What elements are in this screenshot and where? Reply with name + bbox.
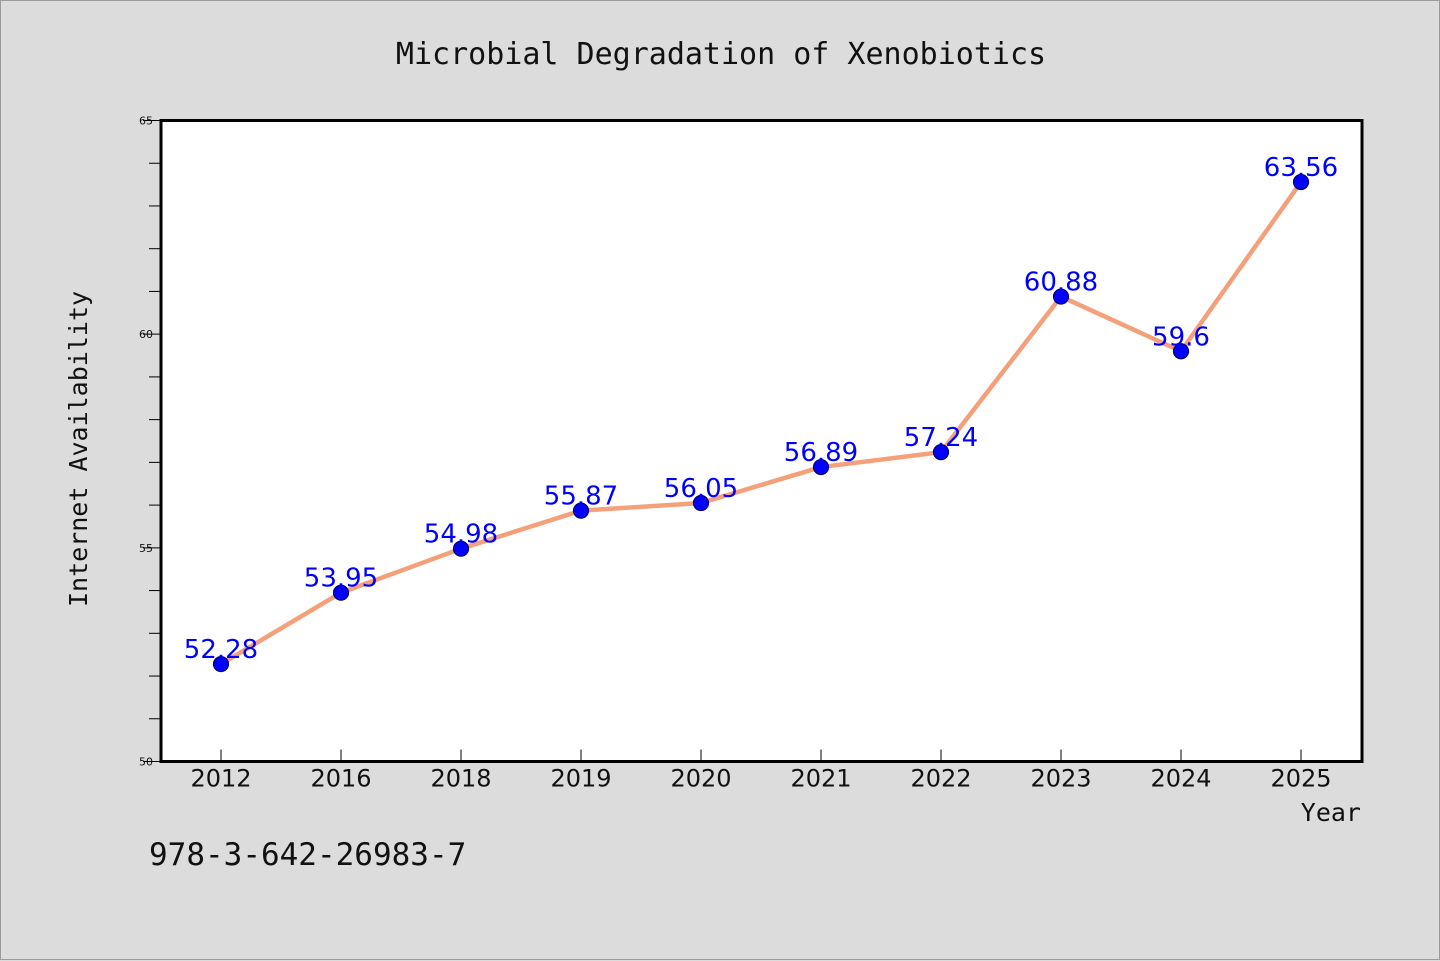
data-point bbox=[1172, 343, 1190, 360]
isbn-footer: 978-3-642-26983-7 bbox=[149, 837, 466, 873]
x-tick-label: 2025 bbox=[1270, 765, 1331, 793]
x-tick-label: 2012 bbox=[190, 765, 251, 793]
y-axis: 50 55 60 65 bbox=[139, 115, 161, 769]
data-label-layer: 52.28 53.95 54.98 55.87 56.05 56.89 57.24 60.88… bbox=[184, 153, 1338, 665]
data-label: 57.24 bbox=[904, 423, 978, 453]
data-point bbox=[1052, 288, 1070, 305]
series-line bbox=[218, 179, 1304, 667]
data-label: 56.05 bbox=[664, 474, 738, 504]
data-point bbox=[332, 584, 350, 601]
data-point bbox=[692, 494, 710, 512]
data-point bbox=[812, 458, 830, 476]
y-tick-label: 50 bbox=[139, 756, 153, 769]
x-axis: 2012 2016 2018 2019 2020 2021 2022 2023 2024 2025 bbox=[190, 749, 1332, 793]
y-tick-label: 55 bbox=[139, 542, 153, 555]
data-label: 60.88 bbox=[1024, 268, 1098, 298]
x-tick-label: 2020 bbox=[670, 765, 731, 793]
x-tick-label: 2022 bbox=[910, 765, 971, 793]
data-point bbox=[1292, 173, 1310, 191]
x-axis-label: Year bbox=[1301, 798, 1361, 827]
plot-area bbox=[159, 119, 1364, 763]
data-label: 52.28 bbox=[184, 635, 258, 665]
x-tick-label: 2021 bbox=[790, 765, 851, 793]
chart-title: Microbial Degradation of Xenobiotics bbox=[396, 37, 1046, 72]
y-tick-label: 65 bbox=[139, 115, 153, 128]
data-label: 53.95 bbox=[304, 564, 378, 594]
x-tick-label: 2016 bbox=[310, 765, 371, 793]
data-label: 59.6 bbox=[1152, 322, 1210, 352]
data-label: 54.98 bbox=[424, 520, 498, 550]
x-tick-label: 2024 bbox=[1150, 765, 1211, 793]
data-point bbox=[452, 540, 470, 557]
data-label: 63.56 bbox=[1264, 153, 1338, 183]
series-line-layer bbox=[212, 173, 1310, 673]
data-label: 55.87 bbox=[544, 482, 618, 512]
data-point bbox=[932, 444, 950, 461]
y-tick-label: 60 bbox=[139, 328, 153, 341]
y-axis-label: Internet Availability bbox=[64, 291, 93, 607]
x-tick-label: 2018 bbox=[430, 765, 491, 793]
data-label: 56.89 bbox=[784, 438, 858, 468]
data-point bbox=[572, 502, 590, 519]
data-point bbox=[212, 655, 230, 673]
x-tick-label: 2019 bbox=[550, 765, 611, 793]
x-tick-label: 2023 bbox=[1030, 765, 1091, 793]
